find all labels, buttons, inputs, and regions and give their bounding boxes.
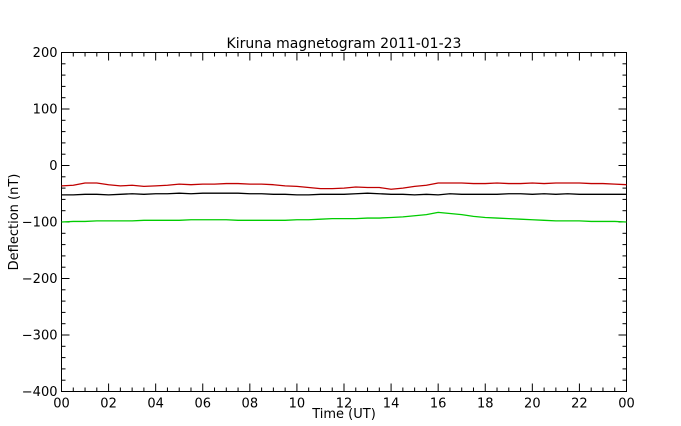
x-tick-label: 00 (53, 397, 70, 412)
y-tick-label: 200 (33, 46, 58, 61)
series-line-2 (61, 192, 627, 196)
x-axis-title: Time (UT) (311, 407, 376, 422)
x-tick-label: 10 (289, 397, 306, 412)
y-axis-title: Deflection (nT) (7, 174, 22, 271)
x-tick-label: 22 (571, 397, 588, 412)
y-tick-label: 100 (33, 103, 58, 118)
x-tick-label: 18 (477, 397, 494, 412)
y-tick-label: −400 (22, 385, 58, 400)
x-tick-label: 08 (242, 397, 259, 412)
x-tick-label: 20 (524, 397, 541, 412)
x-tick-label: 14 (383, 397, 400, 412)
x-tick-label: 12 (336, 397, 353, 412)
x-tick-label: 06 (194, 397, 211, 412)
y-tick-label: 0 (49, 159, 57, 174)
x-tick-label: 00 (618, 397, 635, 412)
plot-frame (61, 52, 627, 392)
y-tick-label: −100 (22, 216, 58, 231)
x-tick-label: 16 (430, 397, 447, 412)
x-tick-label: 02 (100, 397, 117, 412)
axis-ticks (61, 52, 627, 392)
plot-area (61, 52, 627, 392)
series-line-3 (61, 211, 627, 223)
y-tick-label: −200 (22, 272, 58, 287)
x-tick-labels: 00 02 04 06 08 10 12 14 16 18 20 22 00 (53, 397, 635, 412)
series-lines (61, 182, 627, 223)
chart-title: Kiruna magnetogram 2011-01-23 (227, 36, 462, 52)
series-line-1 (61, 182, 627, 190)
y-tick-labels: 200 100 0 −100 −200 −300 −400 (22, 46, 58, 400)
y-tick-label: −300 (22, 329, 58, 344)
x-tick-label: 04 (147, 397, 164, 412)
